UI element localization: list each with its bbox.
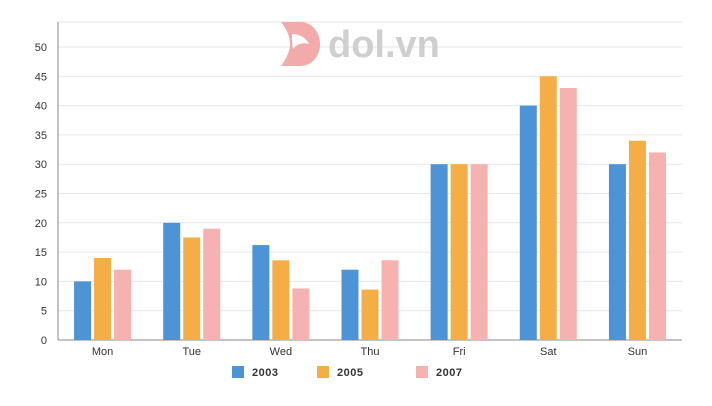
x-tick-label: Mon [92, 346, 113, 358]
bar [272, 260, 290, 340]
y-tick-label: 25 [35, 189, 47, 201]
axes: 0 5 10 15 20 25 30 35 40 45 50 Mon Tue Wed Thu Fri Sat Su… [35, 22, 682, 358]
y-tick-label: 35 [35, 130, 47, 142]
bar [183, 237, 201, 340]
x-tick-label: Thu [361, 346, 380, 358]
brand-name: dol.vn [328, 24, 440, 66]
legend-label: 2007 [436, 367, 462, 379]
bar [341, 269, 359, 340]
bar [361, 289, 379, 340]
brand-watermark: dol.vn [281, 22, 440, 66]
bar [74, 281, 92, 340]
bar [114, 269, 132, 340]
legend: 2003 2005 2007 [232, 366, 462, 379]
bar [203, 228, 221, 340]
y-tick-label: 5 [41, 306, 47, 318]
x-tick-label: Wed [270, 346, 292, 358]
bar [94, 257, 112, 340]
y-tick-label: 40 [35, 101, 47, 113]
y-tick-label: 30 [35, 159, 47, 171]
x-tick-label: Sun [628, 346, 648, 358]
bar [450, 164, 468, 340]
legend-label: 2003 [252, 367, 278, 379]
bar [559, 88, 577, 341]
y-tick-label: 45 [35, 71, 47, 83]
legend-label: 2005 [337, 367, 363, 379]
x-tick-label: Fri [453, 346, 466, 358]
y-tick-label: 0 [41, 335, 47, 347]
y-tick-label: 10 [35, 276, 47, 288]
bar [252, 245, 270, 340]
bar [539, 76, 557, 341]
bars [74, 76, 666, 341]
legend-swatch [416, 366, 428, 378]
gridlines [58, 21, 682, 312]
logo-mark-icon [281, 22, 320, 66]
bar [470, 164, 488, 340]
bar [381, 260, 399, 340]
bar [648, 152, 666, 340]
legend-swatch [317, 366, 329, 378]
y-tick-label: 20 [35, 218, 47, 230]
bar [292, 288, 310, 340]
y-tick-label: 15 [35, 247, 47, 259]
bar [608, 164, 626, 340]
bar [163, 222, 181, 340]
x-tick-label: Tue [182, 346, 201, 358]
y-tick-label: 50 [35, 42, 47, 54]
bar [519, 105, 537, 340]
x-tick-label: Sat [540, 346, 557, 358]
bar [430, 164, 448, 340]
legend-swatch [232, 366, 244, 378]
bar [628, 140, 646, 340]
